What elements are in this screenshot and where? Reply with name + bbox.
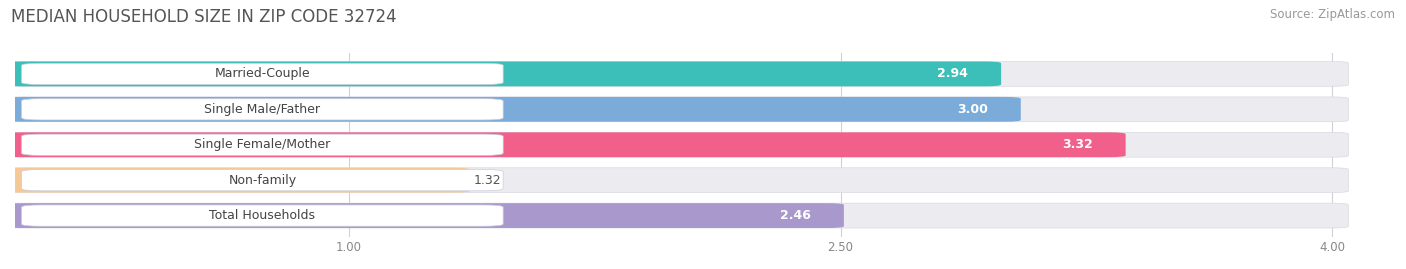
FancyBboxPatch shape: [6, 132, 1348, 157]
FancyBboxPatch shape: [6, 97, 1021, 122]
Text: Non-family: Non-family: [228, 174, 297, 187]
Text: 1.32: 1.32: [474, 174, 502, 187]
FancyBboxPatch shape: [6, 168, 1348, 193]
FancyBboxPatch shape: [6, 132, 1126, 157]
Text: 3.32: 3.32: [1062, 138, 1092, 151]
Text: Source: ZipAtlas.com: Source: ZipAtlas.com: [1270, 8, 1395, 21]
FancyBboxPatch shape: [6, 203, 1348, 228]
FancyBboxPatch shape: [21, 205, 503, 226]
Text: 2.94: 2.94: [938, 68, 969, 80]
FancyBboxPatch shape: [21, 63, 503, 84]
FancyBboxPatch shape: [21, 99, 503, 120]
Text: Total Households: Total Households: [209, 209, 315, 222]
Text: Single Female/Mother: Single Female/Mother: [194, 138, 330, 151]
Text: 3.00: 3.00: [957, 103, 988, 116]
FancyBboxPatch shape: [6, 97, 1348, 122]
FancyBboxPatch shape: [6, 168, 471, 193]
Text: Married-Couple: Married-Couple: [215, 68, 311, 80]
Text: MEDIAN HOUSEHOLD SIZE IN ZIP CODE 32724: MEDIAN HOUSEHOLD SIZE IN ZIP CODE 32724: [11, 8, 396, 26]
FancyBboxPatch shape: [21, 169, 503, 191]
FancyBboxPatch shape: [21, 134, 503, 155]
FancyBboxPatch shape: [6, 62, 1348, 86]
FancyBboxPatch shape: [6, 203, 844, 228]
Text: 2.46: 2.46: [780, 209, 811, 222]
FancyBboxPatch shape: [6, 62, 1001, 86]
Text: Single Male/Father: Single Male/Father: [204, 103, 321, 116]
